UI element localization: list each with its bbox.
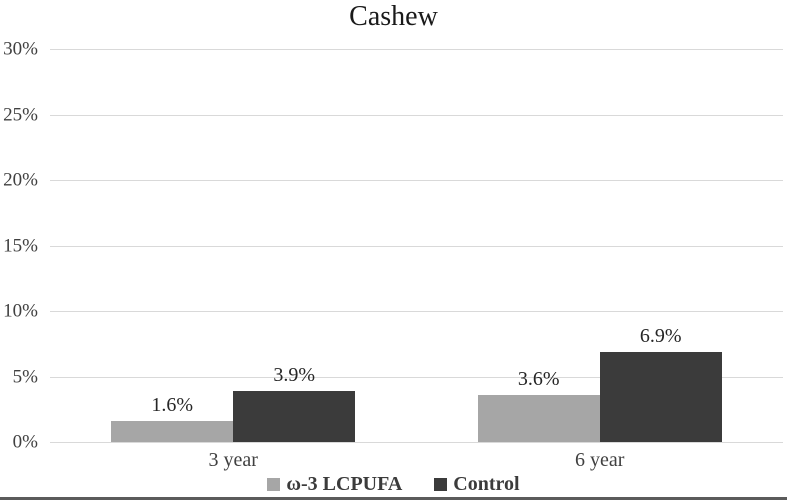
y-axis-tick-label: 15% xyxy=(3,235,38,256)
bar-value-label: 3.6% xyxy=(517,367,560,390)
gridline-10% xyxy=(50,311,783,312)
bar-value-label: 3.9% xyxy=(273,363,316,386)
gridline-15% xyxy=(50,245,783,247)
x-category-label: 6 year xyxy=(575,449,625,471)
y-axis-tick-label: 20% xyxy=(3,169,38,191)
legend-label-control: Control xyxy=(453,473,520,495)
bar-6-year-lcpufa xyxy=(477,394,600,442)
legend-label-lcpufa: ω-3 LCPUFA xyxy=(286,473,403,495)
plot-area: 0% 5% 10% 15% 20% 25% 30% 1.6% 3.9% 3 year 3.6% 6.9… xyxy=(3,40,783,471)
legend-item-lcpufa: ω-3 LCPUFA xyxy=(267,473,402,496)
chart-legend: ω-3 LCPUFA Control xyxy=(0,473,787,496)
control-swatch-icon xyxy=(434,478,448,491)
y-axis-tick-label: 5% xyxy=(12,366,38,387)
x-category-label: 3 year xyxy=(208,449,258,471)
gridline-0% xyxy=(50,442,783,443)
gridline-25% xyxy=(50,114,783,116)
lcpufa-swatch-icon xyxy=(267,478,281,491)
y-axis-tick-label: 0% xyxy=(12,431,38,453)
bar-6-year-control xyxy=(599,351,722,442)
gridline-20% xyxy=(50,180,783,181)
gridline-30% xyxy=(50,49,783,50)
bar-value-label: 1.6% xyxy=(151,394,194,417)
figure-bottom-rule xyxy=(0,497,787,500)
chart-title: Cashew xyxy=(349,1,438,32)
y-axis-tick-label: 10% xyxy=(3,300,38,322)
gridline-5% xyxy=(50,376,783,378)
bar-3-year-lcpufa xyxy=(111,421,234,442)
legend-item-control: Control xyxy=(434,473,520,496)
bar-value-label: 6.9% xyxy=(639,324,682,347)
bar-3-year-control xyxy=(233,390,356,442)
y-axis-tick-label: 30% xyxy=(3,38,38,60)
y-axis-tick-label: 25% xyxy=(3,104,38,125)
